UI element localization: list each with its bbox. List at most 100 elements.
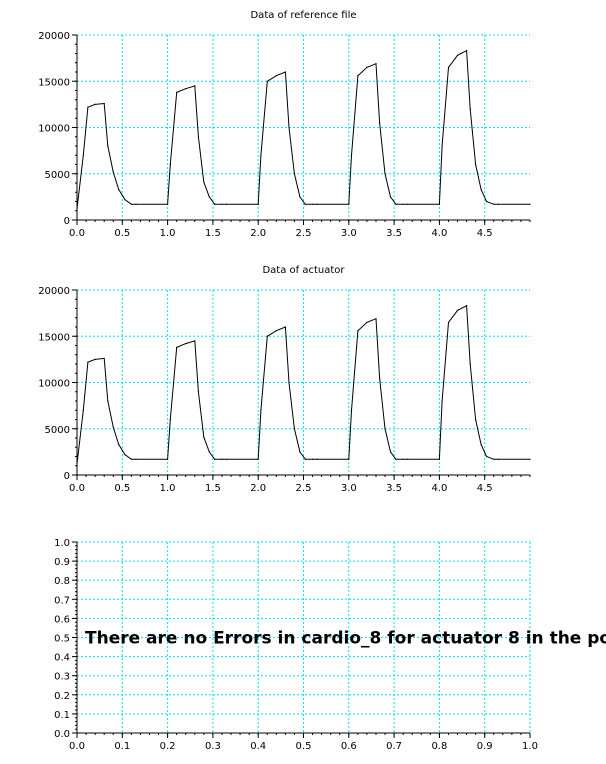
x-tick-label: 0.5 — [296, 741, 312, 752]
data-point — [395, 458, 397, 460]
data-point — [375, 63, 377, 65]
x-tick-label: 3.5 — [386, 228, 402, 239]
data-point — [167, 458, 169, 460]
data-point — [124, 454, 126, 456]
data-point — [194, 85, 196, 87]
data-point — [366, 66, 368, 68]
data-point — [203, 436, 205, 438]
y-tick-label: 0.6 — [54, 614, 70, 625]
x-tick-label: 4.5 — [477, 483, 493, 494]
y-tick-label: 0.7 — [54, 595, 70, 606]
series-line — [76, 304, 530, 464]
data-point — [384, 428, 386, 430]
data-point — [167, 203, 169, 205]
y-tick-label: 1.0 — [54, 538, 70, 549]
data-point — [135, 458, 137, 460]
data-point — [293, 173, 296, 175]
data-point — [379, 122, 381, 124]
data-point — [225, 458, 228, 460]
data-point — [87, 106, 89, 108]
data-point — [176, 91, 178, 93]
data-point — [260, 154, 262, 156]
data-point — [402, 203, 404, 205]
x-tick-label: 1.5 — [205, 483, 221, 494]
data-point — [456, 54, 459, 56]
data-point — [384, 173, 386, 175]
x-tick-label: 0.0 — [69, 483, 85, 494]
data-point — [214, 458, 216, 460]
data-point — [103, 357, 105, 360]
x-tick-label: 0.1 — [114, 741, 130, 752]
data-point — [441, 400, 443, 402]
chart-title: Data of reference file — [250, 10, 356, 21]
chart-errors: 0.0 0.1 0.2 0.3 0.4 0.5 0.6 0.7 0.8 0.9 1.0 0.0 0.1 0… — [54, 538, 606, 752]
data-point — [82, 409, 84, 411]
data-point — [311, 458, 314, 460]
y-tick-label: 10000 — [38, 379, 70, 390]
data-point — [357, 330, 359, 332]
y-tick-label: 15000 — [38, 332, 70, 343]
data-point — [299, 196, 301, 198]
y-tick-label: 0.4 — [54, 653, 70, 664]
data-point — [389, 196, 392, 198]
data-point — [112, 426, 114, 428]
data-point — [447, 321, 450, 323]
x-tick-label: 0.4 — [250, 741, 266, 752]
data-point — [441, 145, 443, 147]
data-point — [76, 463, 78, 465]
data-point — [304, 203, 306, 205]
y-tick-label: 0.8 — [54, 576, 70, 587]
data-point — [221, 203, 223, 205]
data-point — [465, 305, 468, 307]
x-tick-label: 0.0 — [69, 228, 85, 239]
data-point — [407, 458, 409, 460]
data-point — [208, 451, 210, 453]
x-tick-label: 3.0 — [341, 228, 357, 239]
data-point — [311, 203, 314, 205]
data-point — [293, 428, 296, 430]
data-point — [76, 208, 78, 210]
data-point — [221, 458, 223, 460]
x-tick-label: 3.5 — [386, 483, 402, 494]
data-point — [94, 103, 96, 105]
data-point — [260, 409, 262, 411]
x-tick-label: 2.0 — [250, 228, 266, 239]
data-point — [107, 145, 109, 147]
series-line — [76, 49, 530, 209]
data-point — [288, 381, 290, 384]
data-point — [348, 458, 350, 460]
data-point — [124, 199, 126, 201]
data-point — [118, 443, 120, 446]
data-point — [266, 80, 268, 82]
x-tick-label: 4.0 — [431, 228, 447, 239]
data-point — [469, 363, 471, 365]
x-tick-label: 0.5 — [114, 483, 130, 494]
y-tick-label: 0.2 — [54, 691, 70, 702]
x-tick-label: 1.5 — [205, 228, 221, 239]
y-tick-label: 15000 — [38, 77, 70, 88]
data-point — [197, 391, 200, 393]
x-tick-label: 1.0 — [522, 741, 538, 752]
data-point — [366, 321, 368, 323]
data-point — [389, 451, 392, 453]
data-point — [529, 458, 531, 460]
data-point — [357, 75, 359, 77]
data-point — [107, 400, 109, 402]
x-tick-label: 1.0 — [160, 228, 176, 239]
data-point — [469, 108, 471, 110]
data-point — [493, 203, 495, 205]
x-tick-label: 3.0 — [341, 483, 357, 494]
y-tick-label: 0.5 — [54, 634, 70, 645]
data-point — [197, 136, 200, 138]
data-point — [176, 346, 178, 348]
data-point — [112, 171, 114, 173]
data-point — [284, 71, 286, 73]
data-point — [118, 188, 120, 191]
data-point — [497, 458, 499, 460]
data-point — [529, 203, 531, 205]
data-point — [214, 203, 216, 205]
data-point — [87, 361, 89, 363]
error-status-message: There are no Errors in cardio_8 for actu… — [85, 629, 606, 649]
data-point — [284, 326, 286, 328]
data-point — [130, 203, 132, 205]
